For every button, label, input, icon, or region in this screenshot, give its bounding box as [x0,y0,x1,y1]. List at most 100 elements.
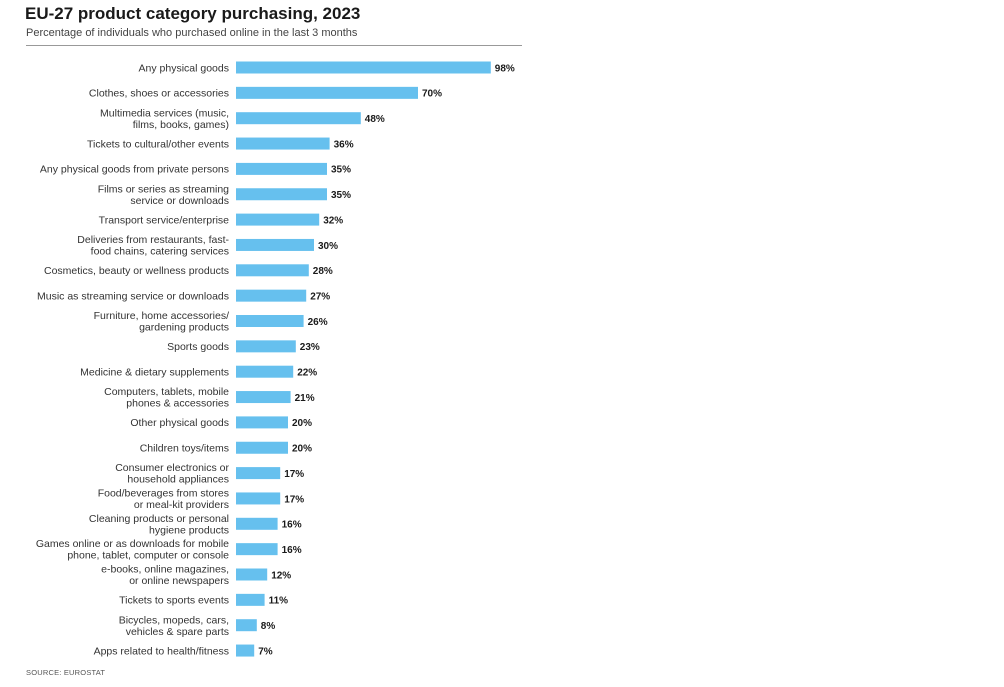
value-label: 23% [300,342,320,353]
category-label-line: phones & accessories [126,398,229,410]
category-label-line: Tickets to sports events [119,595,229,607]
source-note: SOURCE: EUROSTAT [26,668,106,677]
bar-row: Transport service/enterprise 32% [99,213,343,226]
bar-row: Apps related to health/fitness 7% [94,644,273,657]
bar [236,441,288,454]
bar-row: Children toys/items 20% [140,441,312,455]
value-label: 35% [331,165,351,176]
category-label-line: phone, tablet, computer or console [67,550,229,562]
title-divider [26,45,522,46]
category-label: Transport service/enterprise [99,214,229,226]
bar-row: Sports goods 23% [167,340,320,353]
category-label-line: Music as streaming service or downloads [37,290,229,302]
value-label: 26% [308,317,328,328]
value-label: 12% [271,570,291,581]
value-label: 28% [313,266,333,277]
bar-row: Any physical goods from private persons 3… [40,162,351,176]
value-label: 20% [292,418,312,429]
category-label: Apps related to health/fitness [94,645,229,657]
category-label: Children toys/items [140,443,229,455]
value-label: 16% [282,520,302,531]
bar-row: Consumer electronics or household applian… [115,462,304,486]
value-label: 11% [269,596,289,607]
bar-row: e-books, online magazines, or online news… [101,564,291,588]
category-label: Any physical goods from private persons [40,164,229,176]
value-label: 35% [331,190,351,201]
value-label: 8% [261,621,276,632]
bar [236,61,491,74]
category-label: e-books, online magazines, or online news… [101,564,229,588]
bar [236,86,418,99]
category-label: Tickets to sports events [119,595,229,607]
category-label-line: Films or series as streaming [98,183,229,195]
category-label-line: Games online or as downloads for mobile [36,538,229,550]
category-label-line: Transport service/enterprise [99,214,229,226]
bar-row: Cleaning products or personal hygiene pro… [89,513,302,537]
category-label-line: Deliveries from restaurants, fast- [77,234,229,246]
category-label: Games online or as downloads for mobile p… [36,538,229,562]
category-label-line: Other physical goods [130,417,229,429]
bar [236,467,281,480]
category-label: Cosmetics, beauty or wellness products [44,265,229,277]
category-label-line: Clothes, shoes or accessories [89,88,229,100]
bar-row: Computers, tablets, mobile phones & acces… [104,386,315,410]
bar [236,619,257,632]
bar [236,137,330,150]
bar-row: Tickets to sports events 11% [119,593,289,607]
bar [236,264,309,277]
value-label: 7% [258,646,273,657]
category-label-line: Consumer electronics or [115,462,229,474]
category-label-line: gardening products [139,322,229,334]
category-label: Sports goods [167,341,229,353]
category-label: Cleaning products or personal hygiene pro… [89,513,229,537]
category-label-line: food chains, catering services [91,246,229,258]
chart-title: EU-27 product category purchasing, 2023 [25,4,361,23]
category-label-line: vehicles & spare parts [126,626,229,638]
bar [236,568,268,581]
value-label: 32% [323,215,343,226]
value-label: 21% [295,393,315,404]
value-label: 20% [292,444,312,455]
value-label: 48% [365,114,385,125]
bar-row: Any physical goods 98% [139,61,515,74]
bar-row: Deliveries from restaurants, fast-food c… [77,234,338,258]
bar-row: Films or series as streaming service or d… [98,183,351,207]
chart-subtitle: Percentage of individuals who purchased … [26,27,358,39]
bar [236,492,281,505]
bar-row: Music as streaming service or downloads 2… [37,289,330,302]
bar [236,391,291,404]
value-label: 27% [310,291,330,302]
category-label: Music as streaming service or downloads [37,290,229,302]
category-label: Medicine & dietary supplements [80,367,229,379]
category-label-line: Food/beverages from stores [98,488,229,500]
category-label-line: Children toys/items [140,443,229,455]
category-label: Furniture, home accessories/gardening pr… [94,310,229,334]
category-label-line: or online newspapers [129,575,229,587]
bar [236,289,307,302]
category-label-line: Computers, tablets, mobile [104,386,229,398]
category-label-line: Any physical goods [139,62,229,74]
bar-row: Games online or as downloads for mobile p… [36,538,302,562]
value-label: 17% [284,469,304,480]
category-label: Clothes, shoes or accessories [89,88,229,100]
bar-row: Food/beverages from stores or meal-kit pr… [98,488,305,512]
bar [236,593,265,606]
category-label-line: e-books, online magazines, [101,564,229,576]
category-label: Any physical goods [139,62,229,74]
category-label: Multimedia services (music, films, books,… [100,107,229,131]
category-label-line: films, books, games) [133,119,229,131]
category-label-line: Bicycles, mopeds, cars, [119,614,229,626]
value-label: 70% [422,89,442,100]
category-label-line: Any physical goods from private persons [40,164,229,176]
bar-row: Clothes, shoes or accessories 70% [89,86,442,100]
value-label: 98% [495,63,515,74]
bar-row: Cosmetics, beauty or wellness products 28… [44,264,333,277]
value-label: 30% [318,241,338,252]
category-label-line: Furniture, home accessories/ [94,310,229,322]
category-label: Food/beverages from stores or meal-kit pr… [98,488,229,512]
category-label: Other physical goods [130,417,229,429]
bar-row: Tickets to cultural/other events 36% [87,137,354,150]
bar [236,517,278,530]
bar-row: Other physical goods 20% [130,416,312,429]
bar [236,213,320,226]
